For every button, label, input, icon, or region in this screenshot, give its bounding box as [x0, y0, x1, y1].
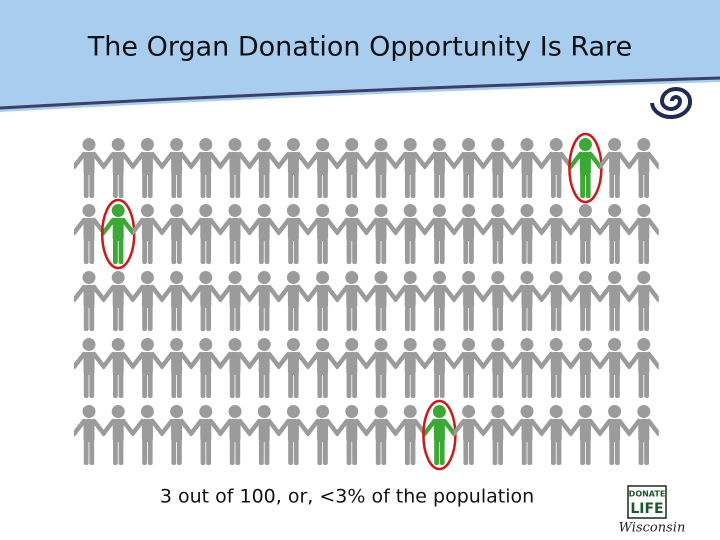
- logo-top: DONATE: [629, 490, 666, 499]
- slide-title: The Organ Donation Opportunity Is Rare: [87, 32, 632, 63]
- caption: 3 out of 100, or, <3% of the population: [160, 486, 534, 508]
- logo-middle: LIFE: [630, 501, 663, 517]
- logo-box: [627, 485, 667, 519]
- pictogram: [74, 132, 659, 471]
- swirl-logo: [650, 87, 693, 120]
- logo-bottom: Wisconsin: [619, 521, 686, 536]
- header-rule: [0, 76, 720, 110]
- donate-life-logo: DONATE LIFE Wisconsin: [619, 485, 686, 536]
